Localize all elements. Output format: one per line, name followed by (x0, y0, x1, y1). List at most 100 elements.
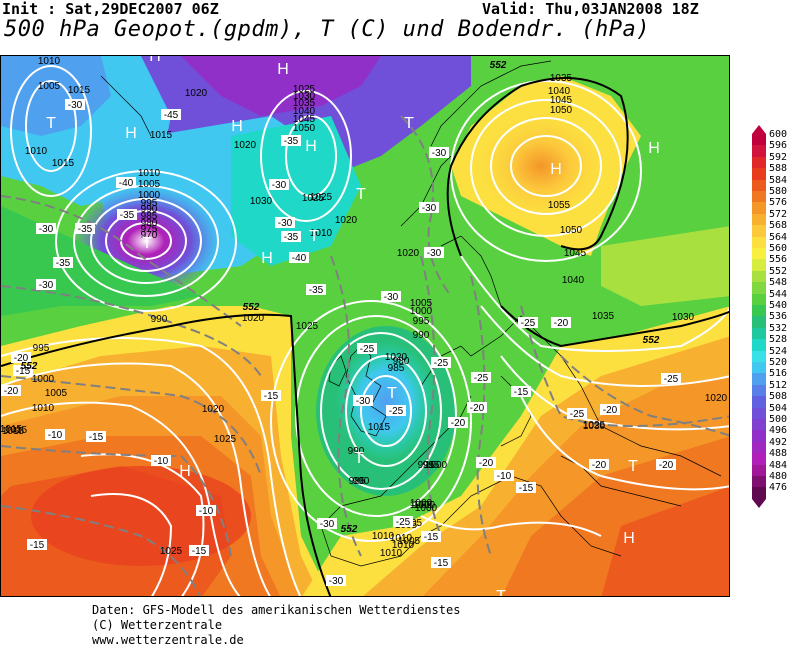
high-pressure-center: H (277, 61, 289, 78)
isobar-label: 1035 (550, 73, 573, 84)
isotherm-label-text: -15 (89, 432, 104, 443)
geopot-label: 552 (21, 361, 38, 372)
isotherm-label: -25 (431, 357, 451, 369)
isobar-label: 1010 (390, 533, 413, 544)
isotherm-label-text: -20 (603, 405, 618, 416)
legend-swatch (752, 202, 766, 215)
low-pressure-center: T (356, 186, 366, 203)
isotherm-label: -30 (429, 147, 449, 159)
legend-level-label: 516 (769, 368, 788, 380)
isobar-label: 1040 (548, 86, 571, 97)
isotherm-label-text: -15 (424, 532, 439, 543)
isotherm-label-text: -30 (329, 576, 344, 587)
legend-swatch (752, 191, 766, 203)
weather-map: 1010 1005 1010 1015 1015 1020 1025 1030 1035 1040… (0, 55, 730, 597)
isobar-label: 1055 (548, 200, 571, 211)
isotherm-label: -20 (11, 352, 31, 364)
isotherm-label-box (281, 231, 301, 242)
legend-level-label: 476 (769, 482, 788, 494)
legend-level-label: 588 (769, 163, 788, 175)
isotherm-label: -30 (424, 247, 444, 259)
isotherm-label-box (275, 217, 295, 228)
isobar-label: 980 (141, 218, 158, 229)
legend-swatch (752, 145, 766, 158)
isobar-label: 990 (141, 204, 158, 215)
low-pressure-center: T (354, 450, 364, 467)
geopot-label: 552 (243, 302, 260, 313)
isobar-label: 1045 (293, 114, 316, 125)
isotherm-label-box (27, 539, 47, 550)
isobar-label: 1005 (38, 81, 61, 92)
low-pressure-center: T (46, 115, 56, 132)
isobar-label: 970 (141, 230, 158, 241)
isobar-label: 1030 (250, 196, 273, 207)
isobar-label: 995 (413, 316, 430, 327)
legend-swatch (752, 168, 766, 181)
isotherm-label-box (75, 223, 95, 234)
isobar-label: 1015 (1, 424, 23, 435)
legend-level-label: 568 (769, 220, 788, 232)
isobar-label: 1025 (160, 546, 183, 557)
isotherm-label-box (116, 177, 136, 188)
legend-swatch (752, 293, 766, 306)
isotherm-label-text: -20 (451, 418, 466, 429)
isobar-label: 1005 (138, 179, 161, 190)
map-title: 500 hPa Geopot.(gpdm), T (C) und Bodendr… (4, 17, 651, 42)
isobar-label: 1020 (335, 215, 358, 226)
isotherm-label-text: -15 (519, 483, 534, 494)
legend-swatch (752, 225, 766, 238)
isotherm-label-box (386, 405, 406, 416)
isotherm-label-text: -30 (272, 180, 287, 191)
isobar-label: 995 (423, 460, 440, 471)
mid-band-east (601, 226, 729, 306)
low-pressure-center: T (404, 115, 414, 132)
isobar-label: 1040 (293, 106, 316, 117)
isotherm-label-box (661, 373, 681, 384)
isotherm-label-box (567, 408, 587, 419)
isotherm-label: -10 (151, 455, 171, 467)
isotherm-label-text: -35 (284, 232, 299, 243)
isobar-label: 1025 (583, 420, 606, 431)
isotherm-label-text: -35 (309, 285, 324, 296)
legend-level-label: 508 (769, 391, 788, 403)
isotherm-label: -40 (116, 177, 136, 189)
isotherm-label-text: -30 (432, 148, 447, 159)
isotherm-label-box (551, 317, 571, 328)
isotherm-label-text: -25 (360, 344, 375, 355)
isotherm-label-text: -30 (278, 218, 293, 229)
isobar-label: 985 (141, 211, 158, 222)
isobar-label: 1015 (2, 426, 25, 437)
isotherm-label: -20 (476, 457, 496, 469)
isobar-label: 995 (418, 460, 435, 471)
isotherm-label-box (36, 279, 56, 290)
isotherm-label-box (269, 179, 289, 190)
legend-swatch (752, 373, 766, 386)
isotherm-label: -15 (189, 545, 209, 557)
isotherm-label: -45 (161, 109, 181, 121)
legend-level-label: 584 (769, 174, 788, 186)
legend-level-label: 600 (769, 129, 788, 140)
isobar-label: 1020 (234, 140, 257, 151)
legend-swatch (752, 213, 766, 226)
isobar-label: 1035 (293, 98, 316, 109)
isotherm-label-text: -15 (16, 366, 31, 377)
isotherm-label-text: -30 (39, 280, 54, 291)
isotherm-label-text: -25 (389, 406, 404, 417)
isotherm-label-box (393, 516, 413, 527)
legend-swatch (752, 156, 766, 169)
valid-time-label: Valid: Thu,03JAN2008 18Z (482, 0, 699, 18)
isotherm-label: -35 (281, 231, 301, 243)
isobar-label: 1045 (564, 248, 587, 259)
isotherm-label: -30 (36, 223, 56, 235)
isotherm-label-text: -15 (264, 391, 279, 402)
isobar-label: 1015 (68, 85, 91, 96)
isobar-label: 1010 (32, 403, 55, 414)
isotherm-label: -30 (326, 575, 346, 587)
isotherm-label-text: -40 (292, 253, 307, 264)
isotherm-label-text: -25 (664, 374, 679, 385)
isotherm-label-text: -10 (48, 430, 63, 441)
high-pressure-center: H (648, 140, 660, 157)
isobar-label: 990 (353, 476, 370, 487)
isobar-label: 1010 (138, 168, 161, 179)
isotherm-label-text: -20 (479, 458, 494, 469)
